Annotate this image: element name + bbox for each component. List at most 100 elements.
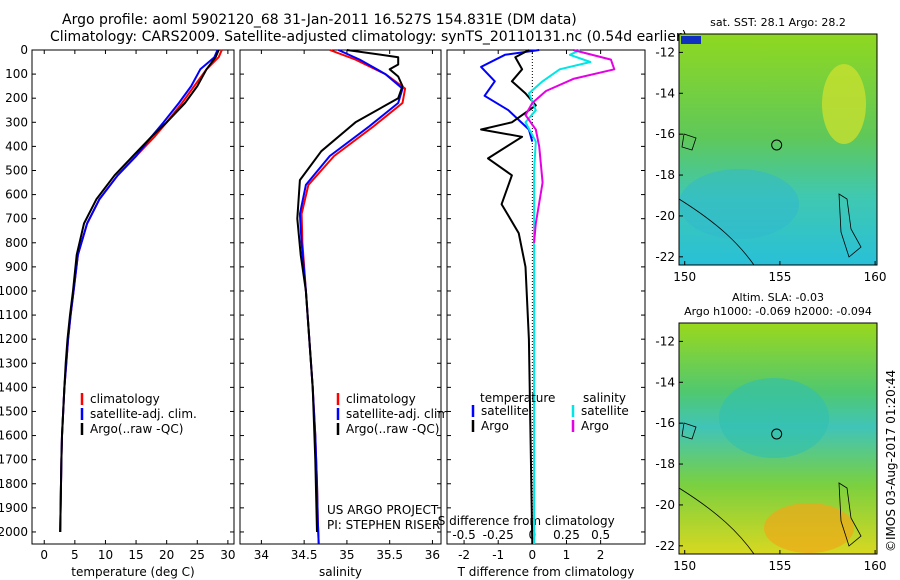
legend-label: climatology — [90, 392, 160, 406]
map-lat-label: -20 — [655, 498, 675, 512]
x-axis-label: salinity — [319, 565, 362, 579]
y-tick-label: 1400 — [0, 380, 28, 394]
y-tick-label: 1100 — [0, 308, 28, 322]
map-frame-sla — [678, 322, 878, 555]
map-lat-label: -18 — [655, 457, 675, 471]
legend-label: climatology — [346, 392, 416, 406]
x-tick-label: -1 — [492, 548, 504, 562]
legend-label: Argo(..raw -QC) — [346, 422, 439, 436]
legend-label: Argo — [481, 419, 509, 433]
x-axis-label: temperature (deg C) — [71, 565, 194, 579]
series-argo-raw-qc- — [59, 49, 220, 533]
x-tick-label: 34 — [254, 548, 269, 562]
legend-title-salinity: salinity — [583, 391, 626, 405]
legend-label: satellite-adj. clim. — [90, 407, 197, 421]
x-tick-label: -2 — [458, 548, 470, 562]
s-tick-label: -0.25 — [483, 528, 514, 542]
y-tick-label: 100 — [5, 67, 28, 81]
reef-outline — [838, 482, 862, 547]
x-tick-label: 1 — [563, 548, 571, 562]
map-lat-label: -12 — [655, 334, 675, 348]
map-lon-label: 155 — [768, 270, 791, 284]
map-lon-label: 155 — [768, 559, 791, 573]
map-lat-label: -16 — [655, 127, 675, 141]
map-lon-label: 160 — [864, 559, 887, 573]
map-frame-sst — [678, 33, 878, 266]
warm-patch — [822, 64, 866, 144]
s-tick-label: 0.25 — [553, 528, 580, 542]
data-gap — [681, 36, 701, 44]
y-tick-label: 1700 — [0, 453, 28, 467]
map-title: Altim. SLA: -0.03 — [732, 291, 824, 304]
reef-outline — [681, 422, 697, 440]
legend-label: Argo(..raw -QC) — [90, 422, 183, 436]
x-tick-label: 36 — [425, 548, 440, 562]
x-axis-label: T difference from climatology — [457, 565, 635, 579]
legend-label: satellite-adj. clim. — [346, 407, 453, 421]
map-sst: 150 155 160 -12 -14 -16 -18 -20 -22 sat. SST: 28.… — [655, 16, 886, 284]
reef-outline — [681, 133, 697, 151]
title-line-2: Climatology: CARS2009. Satellite-adjuste… — [50, 29, 688, 45]
title-line-1: Argo profile: aoml 5902120_68 31-Jan-201… — [62, 12, 577, 28]
series-argo-raw-qc- — [296, 49, 404, 533]
legend-label: satellite — [481, 404, 529, 418]
y-tick-label: 300 — [5, 115, 28, 129]
y-tick-label: 1200 — [0, 332, 28, 346]
y-tick-label: 1000 — [0, 284, 28, 298]
panel-difference: -2 -1 0 1 2 T difference from climatology S di… — [438, 49, 646, 579]
y-tick-label: 1300 — [0, 356, 28, 370]
x-tick-label: 10 — [98, 548, 113, 562]
x-tick-label: 20 — [159, 548, 174, 562]
map-lat-label: -22 — [655, 539, 675, 553]
pi-annotation: US ARGO PROJECT — [327, 503, 439, 517]
pi-annotation: PI: STEPHEN RISER — [327, 518, 440, 532]
cool-patch — [679, 169, 799, 239]
map-lat-label: -14 — [655, 375, 675, 389]
map-lat-label: -12 — [655, 45, 675, 59]
y-tick-label: 1800 — [0, 477, 28, 491]
y-tick-label: 1600 — [0, 429, 28, 443]
map-lon-label: 150 — [673, 270, 696, 284]
y-tick-label: 2000 — [0, 525, 28, 539]
map-lat-label: -14 — [655, 86, 675, 100]
map-lon-label: 160 — [864, 270, 887, 284]
y-tick-label: 0 — [20, 43, 28, 57]
argo-location-marker — [771, 139, 783, 151]
panel-salinity: 34 34.5 35 35.5 36 salinity climatologysatelli… — [239, 49, 453, 579]
y-tick-label: 800 — [5, 236, 28, 250]
s-tick-label: -0.5 — [452, 528, 475, 542]
x-tick-label: 5 — [71, 548, 79, 562]
series-t-satellite — [480, 49, 540, 142]
y-tick-label: 900 — [5, 260, 28, 274]
series-t-argo — [480, 49, 537, 545]
x-tick-label: 25 — [190, 548, 205, 562]
x-tick-label: 35.5 — [376, 548, 403, 562]
imos-watermark: ©IMOS 03-Aug-2017 01:20:44 — [884, 369, 898, 552]
plot-frame-salinity — [239, 49, 442, 545]
x-tick-label: 34.5 — [291, 548, 318, 562]
series-s-argo — [524, 49, 616, 243]
y-tick-label: 700 — [5, 212, 28, 226]
x-tick-label: 2 — [597, 548, 605, 562]
legend-label: satellite — [581, 404, 629, 418]
map-sla: 150 155 160 -12 -14 -16 -18 -20 -22 Altim. SLA: -… — [655, 291, 886, 573]
y-tick-label: 400 — [5, 139, 28, 153]
s-axis-title: S difference from climatology — [438, 514, 615, 528]
plot-frame-temperature — [31, 49, 235, 545]
x-tick-label: 0 — [529, 548, 537, 562]
map-lat-label: -20 — [655, 209, 675, 223]
s-tick-label: 0.5 — [591, 528, 610, 542]
shelf-contour — [678, 198, 755, 266]
warm-eddy — [764, 503, 854, 553]
y-tick-label: 200 — [5, 91, 28, 105]
y-tick-label: 1900 — [0, 501, 28, 515]
plot-frame-difference — [446, 49, 646, 545]
x-tick-label: 30 — [220, 548, 235, 562]
y-tick-label: 500 — [5, 163, 28, 177]
reef-outline — [838, 193, 862, 258]
map-lat-label: -22 — [655, 250, 675, 264]
map-lat-label: -16 — [655, 416, 675, 430]
map-title: sat. SST: 28.1 Argo: 28.2 — [710, 16, 846, 29]
cool-eddy — [719, 378, 829, 458]
